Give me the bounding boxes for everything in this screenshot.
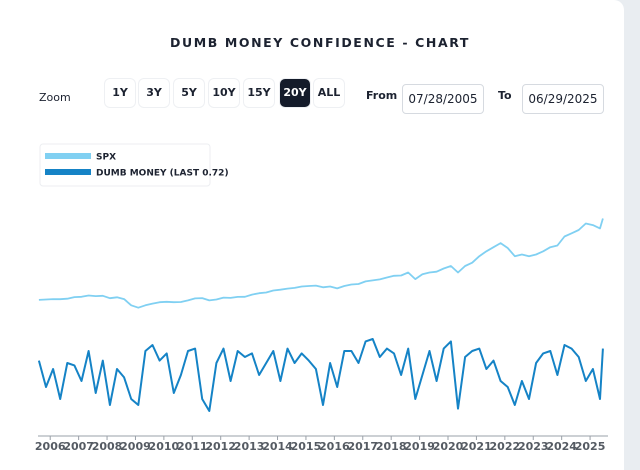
zoom-button[interactable]: 1Y — [105, 79, 135, 107]
x-tick-label: 2007 — [63, 440, 94, 453]
x-tick-label: 2018 — [376, 440, 407, 453]
series-line — [38, 218, 604, 309]
from-label: From — [366, 89, 398, 102]
to-label: To — [498, 89, 512, 102]
legend-swatch — [45, 153, 91, 159]
x-tick-label: 2013 — [234, 440, 265, 453]
x-tick-label: 2025 — [575, 440, 606, 453]
x-tick-label: 2020 — [433, 440, 464, 453]
legend-label: SPX — [96, 153, 116, 163]
chart-title: DUMB MONEY CONFIDENCE - CHART — [169, 35, 471, 50]
from-date[interactable]: 07/28/2005 — [402, 84, 484, 114]
x-tick-label: 2023 — [518, 440, 549, 453]
x-tick-label: 2019 — [404, 440, 435, 453]
x-tick-label: 2022 — [490, 440, 521, 453]
card — [0, 0, 624, 470]
zoom-button[interactable]: 3Y — [139, 79, 169, 107]
x-tick-label: 2009 — [120, 440, 151, 453]
x-tick-label: 2006 — [35, 440, 66, 453]
zoom-button[interactable]: 5Y — [174, 79, 204, 107]
x-tick-label: 2017 — [347, 440, 378, 453]
legend-box — [39, 143, 211, 187]
x-tick-label: 2008 — [92, 440, 123, 453]
x-tick-label: 2014 — [262, 440, 293, 453]
zoom-button[interactable]: 10Y — [209, 79, 239, 107]
legend-swatch — [45, 169, 91, 175]
x-tick-label: 2015 — [291, 440, 322, 453]
zoom-button[interactable]: ALL — [314, 79, 344, 107]
x-tick-label: 2012 — [205, 440, 236, 453]
x-tick-label: 2010 — [149, 440, 180, 453]
zoom-button[interactable]: 15Y — [244, 79, 274, 107]
zoom-button[interactable]: 20Y — [280, 79, 310, 107]
to-date[interactable]: 06/29/2025 — [522, 84, 604, 114]
x-tick-label: 2011 — [177, 440, 208, 453]
x-tick-label: 2021 — [461, 440, 492, 453]
zoom-label: Zoom — [39, 91, 71, 104]
x-tick-label: 2024 — [546, 440, 577, 453]
legend-label: DUMB MONEY (LAST 0.72) — [96, 169, 229, 179]
series-line — [37, 338, 604, 412]
x-tick-label: 2016 — [319, 440, 350, 453]
